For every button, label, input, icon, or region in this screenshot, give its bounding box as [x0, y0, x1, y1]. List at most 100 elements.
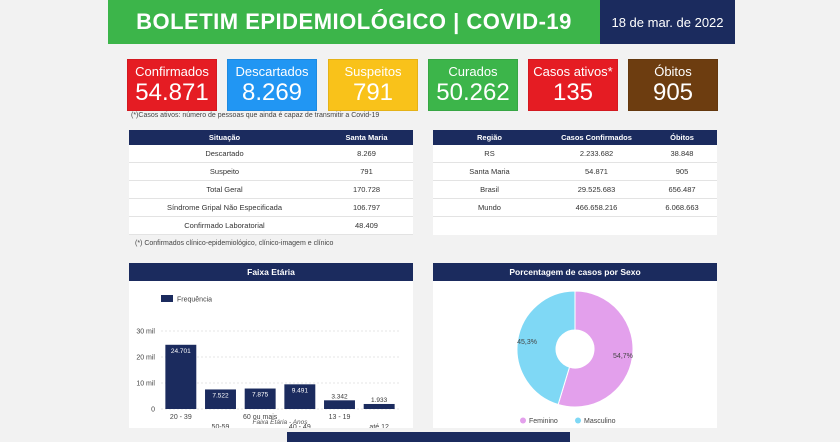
table-cell: 791	[360, 167, 373, 176]
active-cases-note: (*)Casos ativos: número de pessoas que a…	[131, 112, 380, 119]
table-row: Brasil 29.525.683 656.487	[433, 181, 717, 199]
next-section-header	[287, 432, 570, 442]
table-cell: Descartado	[205, 149, 244, 158]
card-casos-ativos: Casos ativos* 135	[528, 59, 618, 111]
table-cell: Total Geral	[206, 185, 243, 194]
table-cell: Santa Maria	[469, 167, 510, 176]
x-tick-label: 50-59	[212, 424, 230, 428]
panel-title: Porcentagem de casos por Sexo	[433, 263, 717, 281]
table-row: Suspeito 791	[129, 163, 413, 181]
sex-pie-chart: 54,7% 45,3% Feminino Masculino	[516, 290, 634, 425]
card-label: Descartados	[235, 64, 309, 79]
table-cell: 48.409	[355, 221, 378, 230]
pie-slice	[557, 290, 634, 408]
confirmed-note: (*) Confirmados clínico-epidemiológico, …	[135, 240, 334, 247]
table-row: Confirmado Laboratorial 48.409	[129, 217, 413, 235]
bar-value-label: 9.491	[292, 387, 309, 394]
legend-swatch	[520, 417, 526, 424]
bar-value-label: 24.701	[171, 348, 191, 355]
legend-label: Frequência	[177, 297, 212, 304]
report-date: 18 de mar. de 2022	[600, 0, 735, 44]
page-title: BOLETIM EPIDEMIOLÓGICO | COVID-19	[108, 0, 600, 44]
card-label: Confirmados	[135, 64, 209, 79]
table-header: Região Casos Confirmados Óbitos	[433, 130, 717, 145]
table-cell: Brasil	[480, 185, 499, 194]
bar-value-label: 1.933	[371, 397, 388, 404]
card-curados: Curados 50.262	[428, 59, 518, 111]
table-cell: 656.487	[668, 185, 696, 194]
legend-label: Feminino	[529, 418, 558, 425]
x-tick-label: 20 - 39	[170, 414, 192, 421]
col-header: Situação	[208, 133, 241, 142]
card-value: 50.262	[436, 79, 510, 106]
x-axis-title: Faixa Etária - Anos	[252, 419, 308, 426]
x-tick-label: 60 ou mais	[243, 414, 278, 421]
table-cell: 8.269	[357, 149, 376, 158]
card-label: Suspeitos	[344, 64, 402, 79]
pie-slice	[516, 290, 576, 406]
col-header: Santa Maria	[345, 133, 388, 142]
bar	[165, 344, 197, 409]
table-cell: RS	[484, 149, 495, 158]
table-row: Descartado 8.269	[129, 145, 413, 163]
table-row: RS 2.233.682 38.848	[433, 145, 717, 163]
legend-swatch	[161, 295, 173, 302]
bar-value-label: 7.522	[212, 392, 229, 399]
card-value: 791	[352, 79, 394, 106]
table-cell: 466.658.216	[575, 203, 618, 212]
age-bar-chart: Frequência 0 10 mil 20 mil 30 mil 24.701 20 - …	[136, 295, 399, 431]
card-value: 905	[652, 79, 694, 106]
card-value: 8.269	[241, 79, 303, 106]
bar	[244, 388, 276, 409]
table-cell: Síndrome Gripal Não Especificada	[166, 203, 283, 212]
table-cell: 38.848	[670, 149, 694, 158]
card-value: 135	[552, 79, 594, 106]
table-cell: 106.797	[352, 203, 381, 212]
col-header: Óbitos	[670, 133, 694, 142]
table-row: Total Geral 170.728	[129, 181, 413, 199]
x-tick-label: 40 - 49	[289, 424, 311, 428]
y-tick-label: 20 mil	[136, 355, 155, 362]
header: BOLETIM EPIDEMIOLÓGICO | COVID-19 18 de …	[108, 0, 735, 44]
table-cell: Mundo	[478, 203, 501, 212]
table-cell: 170.728	[352, 185, 381, 194]
table-cell: 29.525.683	[577, 185, 616, 194]
table-row: Santa Maria 54.871 905	[433, 163, 717, 181]
summary-cards: Confirmados 54.871 Descartados 8.269 Sus…	[127, 59, 719, 111]
y-tick-label: 30 mil	[136, 329, 155, 336]
col-header: Casos Confirmados	[561, 133, 632, 142]
table-cell: 6.068.663	[665, 203, 699, 212]
age-chart-panel: Faixa Etária Frequência 0 10 mil 20 mil 30 m…	[129, 263, 413, 431]
x-tick-label: até 12	[369, 424, 389, 428]
bar	[205, 389, 236, 409]
table-cell: 54.871	[585, 167, 608, 176]
sex-chart-panel: Porcentagem de casos por Sexo 54,7% 45,3%…	[433, 263, 717, 428]
table-cell: Suspeito	[209, 167, 240, 176]
bar	[284, 384, 316, 409]
card-confirmados: Confirmados 54.871	[127, 59, 217, 111]
bar-value-label: 3.342	[331, 393, 348, 400]
card-label: Casos ativos*	[533, 64, 613, 79]
table-cell: 2.233.682	[579, 149, 614, 158]
card-descartados: Descartados 8.269	[227, 59, 317, 111]
bar	[324, 400, 355, 409]
bar	[363, 403, 395, 409]
panel-title: Faixa Etária	[129, 263, 413, 281]
legend-swatch	[575, 417, 581, 424]
legend-label: Masculino	[584, 418, 616, 425]
card-label: Curados	[448, 64, 498, 79]
slice-value-label: 54,7%	[613, 353, 633, 360]
card-value: 54.871	[135, 79, 209, 106]
table-cell: 905	[675, 167, 689, 176]
table-cell: Confirmado Laboratorial	[184, 221, 265, 230]
table-row: Síndrome Gripal Não Especificada 106.797	[129, 199, 413, 217]
card-obitos: Óbitos 905	[628, 59, 718, 111]
col-header: Região	[476, 133, 502, 142]
table-row: Mundo 466.658.216 6.068.663	[433, 199, 717, 217]
table-header: Situação Santa Maria	[129, 130, 413, 145]
y-tick-label: 10 mil	[136, 381, 155, 388]
bar-value-label: 7.875	[252, 392, 269, 399]
card-suspeitos: Suspeitos 791	[328, 59, 418, 111]
card-label: Óbitos	[654, 64, 692, 79]
slice-value-label: 45,3%	[517, 339, 537, 346]
